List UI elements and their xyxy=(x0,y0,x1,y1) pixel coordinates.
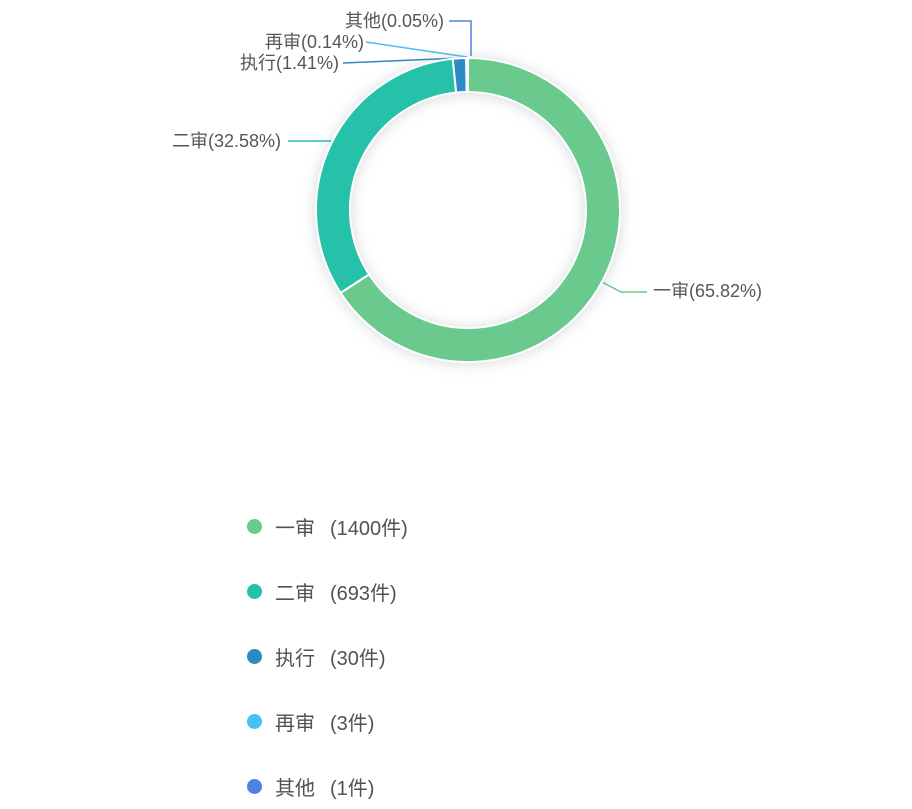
legend-dot-icon xyxy=(247,713,262,729)
pie-label-ershen: 二审(32.58%) xyxy=(171,131,281,151)
legend-count: (30件) xyxy=(330,647,386,670)
legend-count: (3件) xyxy=(330,712,375,735)
legend-label: 执行 xyxy=(275,647,315,670)
legend-label: 再审 xyxy=(275,712,315,735)
legend-count: (693件) xyxy=(330,582,397,605)
legend-dot-icon xyxy=(247,518,262,534)
pie-label-yishen: 一审(65.82%) xyxy=(653,281,763,301)
donut-chart-canvas xyxy=(288,20,647,363)
pie-label-qita: 其他(0.05%) xyxy=(344,11,444,31)
pie-slice-ershen[interactable] xyxy=(315,57,458,294)
legend-count: (1400件) xyxy=(330,517,408,540)
legend-count: (1件) xyxy=(330,777,375,800)
legend-item-zaishen[interactable]: 再审 (3件) xyxy=(247,706,408,736)
legend-dot-icon xyxy=(247,583,262,599)
pie-label-zaishen: 再审(0.14%) xyxy=(264,32,364,52)
legend-label: 其他 xyxy=(275,777,315,800)
leader-line-yishen xyxy=(601,281,647,293)
pie-slice-zhixing[interactable] xyxy=(451,57,468,94)
leader-line-zaishen xyxy=(365,41,468,58)
leader-line-zhixing xyxy=(342,57,462,64)
legend-dot-icon xyxy=(247,648,262,664)
pie-label-zhixing: 执行(1.41%) xyxy=(239,53,339,73)
legend-dot-icon xyxy=(247,778,262,794)
legend-item-ershen[interactable]: 二审 (693件) xyxy=(247,576,408,606)
donut-slices xyxy=(315,56,621,363)
legend-label: 一审 xyxy=(275,517,315,540)
legend-item-qita[interactable]: 其他 (1件) xyxy=(247,771,408,801)
legend-item-zhixing[interactable]: 执行 (30件) xyxy=(247,641,408,671)
legend-label: 二审 xyxy=(275,582,315,605)
pie-slice-yishen[interactable] xyxy=(339,57,621,363)
legend-item-yishen[interactable]: 一审 (1400件) xyxy=(247,511,408,541)
leader-line-qita xyxy=(449,20,472,56)
chart-legend: 一审 (1400件) 二审 (693件) 执行 (30件) 再审 (3件) xyxy=(247,511,408,809)
